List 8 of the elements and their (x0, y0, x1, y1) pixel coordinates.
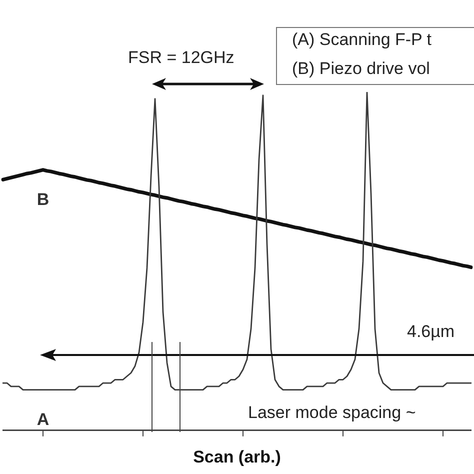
annotation: 4.6µm (407, 322, 455, 342)
text: FSR = 12GHz (128, 48, 234, 68)
x-axis-title: Scan (arb.) (193, 447, 281, 466)
text: (A) Scanning F-P t (292, 30, 432, 50)
text: (B) Piezo drive vol (292, 59, 430, 79)
series-label: A (36, 410, 50, 429)
annotation: Laser mode spacing ~ (248, 403, 416, 423)
series-label: B (36, 190, 50, 210)
